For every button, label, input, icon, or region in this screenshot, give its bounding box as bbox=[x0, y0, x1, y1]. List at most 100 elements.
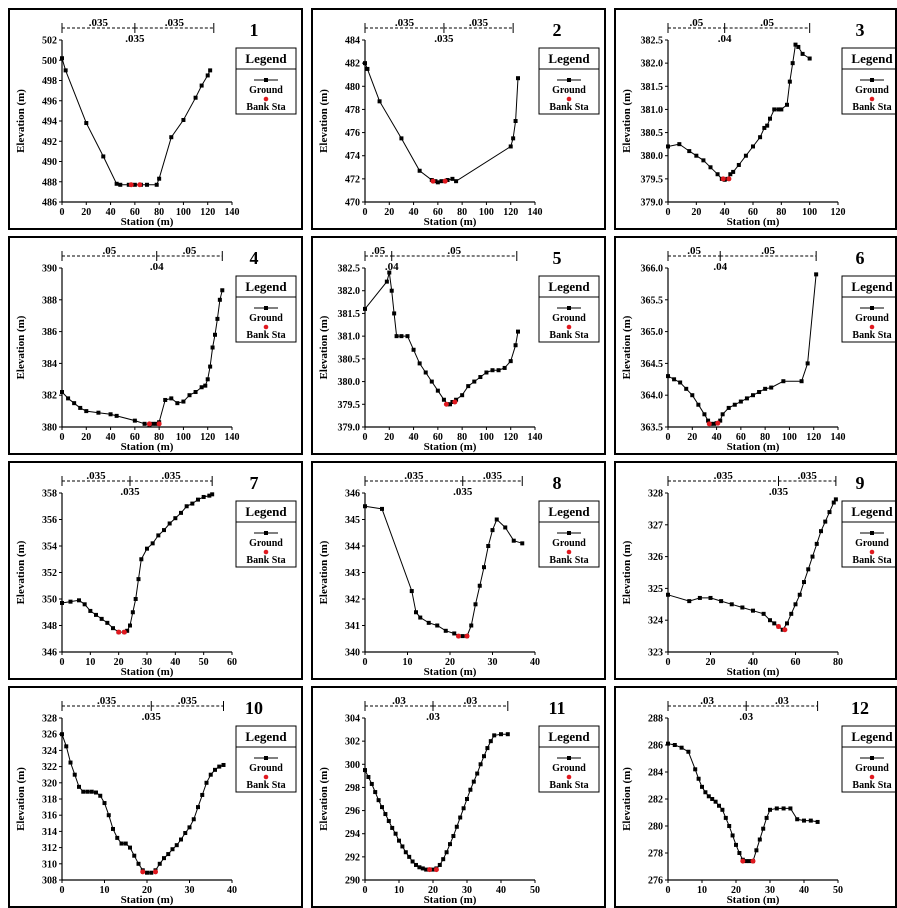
y-tick-label: 381.0 bbox=[641, 105, 664, 116]
y-tick-label: 286 bbox=[648, 741, 663, 752]
n-value-left: .035 bbox=[86, 470, 106, 482]
legend-bank-label: Bank Sta bbox=[549, 330, 588, 341]
ground-point bbox=[373, 790, 378, 795]
ground-point bbox=[795, 817, 800, 822]
ground-point bbox=[814, 272, 819, 277]
x-axis-label: Station (m) bbox=[121, 666, 174, 678]
y-tick-label: 318 bbox=[42, 795, 57, 806]
y-tick-label: 364.0 bbox=[641, 391, 664, 402]
y-axis-label: Elevation (m) bbox=[318, 315, 330, 379]
ground-point bbox=[477, 583, 482, 588]
chart-panel-3: 0 20 40 60 80 100 120 379.0 379.5 380.0 380.5 381.0… bbox=[614, 8, 897, 230]
x-axis-label: Station (m) bbox=[424, 666, 477, 678]
ground-point bbox=[400, 844, 405, 849]
legend-title: Legend bbox=[548, 279, 590, 294]
ground-point bbox=[157, 861, 162, 866]
ground-point bbox=[793, 602, 798, 607]
ground-point bbox=[68, 599, 73, 604]
n-value-right: .03 bbox=[775, 695, 789, 707]
ground-point bbox=[460, 634, 465, 639]
x-tick-label: 0 bbox=[363, 432, 368, 443]
x-tick-label: 60 bbox=[748, 207, 758, 218]
ground-point bbox=[217, 764, 222, 769]
y-tick-label: 326 bbox=[42, 730, 57, 741]
n-value-left: .035 bbox=[97, 695, 117, 707]
y-tick-label: 328 bbox=[42, 714, 57, 725]
legend-bank-marker bbox=[869, 549, 875, 555]
ground-point bbox=[666, 144, 670, 149]
y-tick-label: 381.5 bbox=[338, 309, 361, 320]
ground-point bbox=[193, 390, 198, 395]
ground-point bbox=[727, 824, 732, 828]
ground-point bbox=[392, 311, 397, 316]
y-tick-label: 381.0 bbox=[338, 332, 361, 343]
x-tick-label: 100 bbox=[782, 432, 797, 443]
x-tick-label: 30 bbox=[185, 885, 195, 896]
x-tick-label: 50 bbox=[199, 657, 209, 668]
y-tick-label: 380.0 bbox=[641, 151, 664, 162]
ground-point bbox=[174, 843, 179, 848]
ground-point bbox=[377, 99, 382, 104]
ground-point bbox=[405, 334, 410, 339]
ground-point bbox=[183, 831, 188, 836]
ground-point bbox=[520, 541, 525, 546]
x-tick-label: 80 bbox=[457, 207, 467, 218]
ground-point bbox=[781, 379, 786, 384]
ground-point bbox=[461, 806, 466, 811]
x-tick-label: 40 bbox=[409, 207, 419, 218]
chart-panel-4: 0 20 40 60 80 100 120 140 380 382 384 386 388 390 Stat… bbox=[8, 236, 303, 455]
y-tick-label: 379.5 bbox=[641, 174, 664, 185]
ground-point bbox=[380, 506, 384, 511]
chart-number: 3 bbox=[856, 20, 865, 40]
ground-point bbox=[399, 136, 404, 141]
ground-point bbox=[139, 557, 144, 562]
chart-number: 8 bbox=[553, 473, 562, 493]
ground-point bbox=[751, 393, 755, 398]
x-tick-label: 0 bbox=[60, 885, 65, 896]
y-tick-label: 344 bbox=[345, 542, 360, 553]
chart-panel-9: 0 20 40 60 80 323 324 325 326 327 328 Station (m) El… bbox=[614, 461, 897, 680]
chart-panel-11: 0 10 20 30 40 50 290 292 294 296 298 300 302 304 Stati… bbox=[311, 686, 606, 908]
chart-svg: 0 20 40 60 80 323 324 325 326 327 328 Station (m) El… bbox=[621, 469, 895, 678]
ground-point bbox=[157, 176, 162, 181]
ground-point bbox=[460, 393, 465, 398]
ground-point bbox=[720, 807, 725, 812]
ground-point bbox=[179, 837, 183, 842]
ground-point bbox=[84, 409, 89, 414]
legend-ground-marker bbox=[567, 531, 571, 535]
ground-point bbox=[105, 620, 110, 625]
x-tick-label: 0 bbox=[60, 432, 65, 443]
ground-line bbox=[61, 290, 223, 426]
chart-number: 9 bbox=[856, 473, 865, 493]
x-tick-label: 40 bbox=[496, 885, 506, 896]
y-tick-label: 292 bbox=[345, 852, 360, 863]
y-tick-label: 386 bbox=[42, 327, 57, 338]
chart-svg: 0 20 40 60 80 100 120 140 379.0 379.5 380.0 380.5 38… bbox=[318, 244, 600, 453]
ground-point bbox=[743, 153, 748, 158]
chart-number: 2 bbox=[553, 20, 562, 40]
x-axis-label: Station (m) bbox=[424, 216, 477, 228]
y-axis-label: Elevation (m) bbox=[318, 540, 330, 604]
x-tick-label: 40 bbox=[170, 657, 180, 668]
legend-bank-label: Bank Sta bbox=[852, 780, 891, 791]
ground-point bbox=[797, 592, 802, 597]
ground-point bbox=[448, 842, 452, 847]
y-tick-label: 340 bbox=[345, 648, 360, 659]
ground-point bbox=[106, 813, 111, 818]
y-tick-label: 310 bbox=[42, 859, 57, 870]
ground-point bbox=[384, 279, 389, 284]
ground-point bbox=[486, 544, 491, 548]
x-tick-label: 0 bbox=[363, 885, 368, 896]
ground-point bbox=[363, 61, 367, 66]
ground-point bbox=[666, 374, 670, 379]
ground-point bbox=[710, 797, 715, 801]
n-value-right: .035 bbox=[469, 17, 489, 29]
x-tick-label: 10 bbox=[100, 885, 110, 896]
bank-station-point bbox=[442, 178, 448, 184]
y-axis-label: Elevation (m) bbox=[621, 315, 633, 379]
legend-bank-marker bbox=[566, 96, 572, 102]
n-value-right: .05 bbox=[761, 245, 775, 257]
bank-station-point bbox=[715, 420, 721, 426]
y-axis-label: Elevation (m) bbox=[15, 315, 27, 379]
ground-point bbox=[128, 845, 132, 850]
